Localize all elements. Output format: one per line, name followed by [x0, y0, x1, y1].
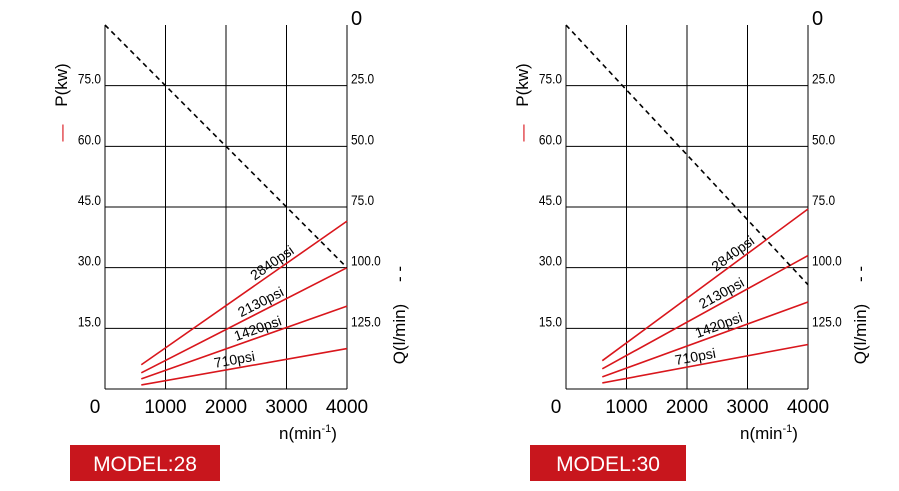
model-label: MODEL:28 — [93, 453, 197, 476]
y-left-tick-label: 45.0 — [78, 192, 101, 208]
y-right-axis-label: Q(l/min) — [390, 304, 409, 364]
y-left-tick-label: 75.0 — [78, 71, 101, 87]
x-axis-label: n(min-1) — [279, 423, 337, 443]
y-left-tick-label: 15.0 — [539, 313, 562, 329]
y-right-tick-label: 25.0 — [812, 71, 835, 87]
x-tick-label: 3000 — [726, 397, 768, 418]
x-tick-label: 1000 — [605, 397, 647, 418]
y-right-legend-marker: - - — [390, 266, 409, 282]
chart-panel-2: 15.0 30.0 45.0 60.0 75.0 0 25.0 50.0 75.0 100.0 12… — [513, 8, 870, 481]
y-right-tick-label: 125.0 — [812, 313, 842, 329]
x-axis-label: n(min-1) — [740, 423, 798, 443]
x-tick-label: 4000 — [787, 397, 829, 418]
power-line-710psi — [141, 347, 348, 386]
series-label-1420psi: 1420psi — [232, 312, 284, 343]
x-tick-label: 2000 — [666, 397, 708, 418]
power-line-1420psi — [602, 301, 809, 378]
y-right-tick-label: 50.0 — [351, 131, 374, 147]
y-left-axis-label: P(kw) — [52, 63, 71, 106]
series-label-2840psi: 2840psi — [247, 242, 296, 283]
y-left-tick-label: 60.0 — [539, 131, 562, 147]
x-tick-label: 2000 — [205, 397, 247, 418]
y-left-legend-marker: — — [52, 125, 71, 142]
y-right-legend-marker: - - — [851, 266, 870, 282]
power-line-2840psi — [140, 220, 348, 366]
y-left-tick-label: 60.0 — [78, 131, 101, 147]
y-right-tick-label: 125.0 — [351, 313, 381, 329]
model-badge-background — [70, 445, 220, 481]
y-left-tick-label: 75.0 — [539, 71, 562, 87]
y-right-axis-label-group: Q(l/min) - - — [390, 266, 409, 364]
y-right-tick-label: 50.0 — [812, 131, 835, 147]
y-right-tick-label: 0 — [812, 8, 823, 30]
y-left-axis-label-group: P(kw) — — [52, 63, 71, 141]
y-right-tick-label: 100.0 — [812, 253, 842, 269]
y-left-tick-label: 30.0 — [78, 253, 101, 269]
y-right-tick-label: 0 — [351, 8, 362, 30]
y-left-tick-label: 15.0 — [78, 313, 101, 329]
model-badge: MODEL:28 — [70, 445, 220, 481]
y-right-tick-label: 75.0 — [812, 192, 835, 208]
x-tick-label: 1000 — [144, 397, 186, 418]
y-right-axis-label: Q(l/min) — [851, 304, 870, 364]
y-left-tick-label: 30.0 — [539, 253, 562, 269]
y-left-axis-label: P(kw) — [513, 63, 532, 106]
power-line-2840psi — [601, 208, 809, 362]
flow-dashed-line — [104, 24, 348, 269]
y-right-axis-label-group: Q(l/min) - - — [851, 266, 870, 364]
y-right-tick-label: 75.0 — [351, 192, 374, 208]
x-tick-label: 4000 — [326, 397, 368, 418]
model-badge: MODEL:30 — [530, 445, 686, 481]
y-left-legend-marker: — — [513, 125, 532, 142]
y-left-axis-label-group: P(kw) — — [513, 63, 532, 141]
x-tick-label: 0 — [551, 397, 562, 418]
model-label: MODEL:30 — [556, 453, 660, 476]
series-label-710psi: 710psi — [213, 348, 256, 371]
power-line-1420psi — [141, 305, 348, 380]
model-badge-background — [530, 445, 686, 481]
x-tick-label: 0 — [90, 397, 101, 418]
y-right-tick-label: 25.0 — [351, 71, 374, 87]
y-right-tick-label: 100.0 — [351, 253, 381, 269]
power-line-710psi — [602, 343, 809, 384]
y-left-tick-label: 45.0 — [539, 192, 562, 208]
chart-panel-1: 15.0 30.0 45.0 60.0 75.0 0 25.0 50.0 75.0 100.0 12… — [52, 8, 409, 481]
x-tick-label: 3000 — [265, 397, 307, 418]
power-line-2130psi — [140, 266, 348, 374]
series-label-710psi: 710psi — [674, 345, 718, 368]
power-line-2130psi — [601, 254, 809, 370]
